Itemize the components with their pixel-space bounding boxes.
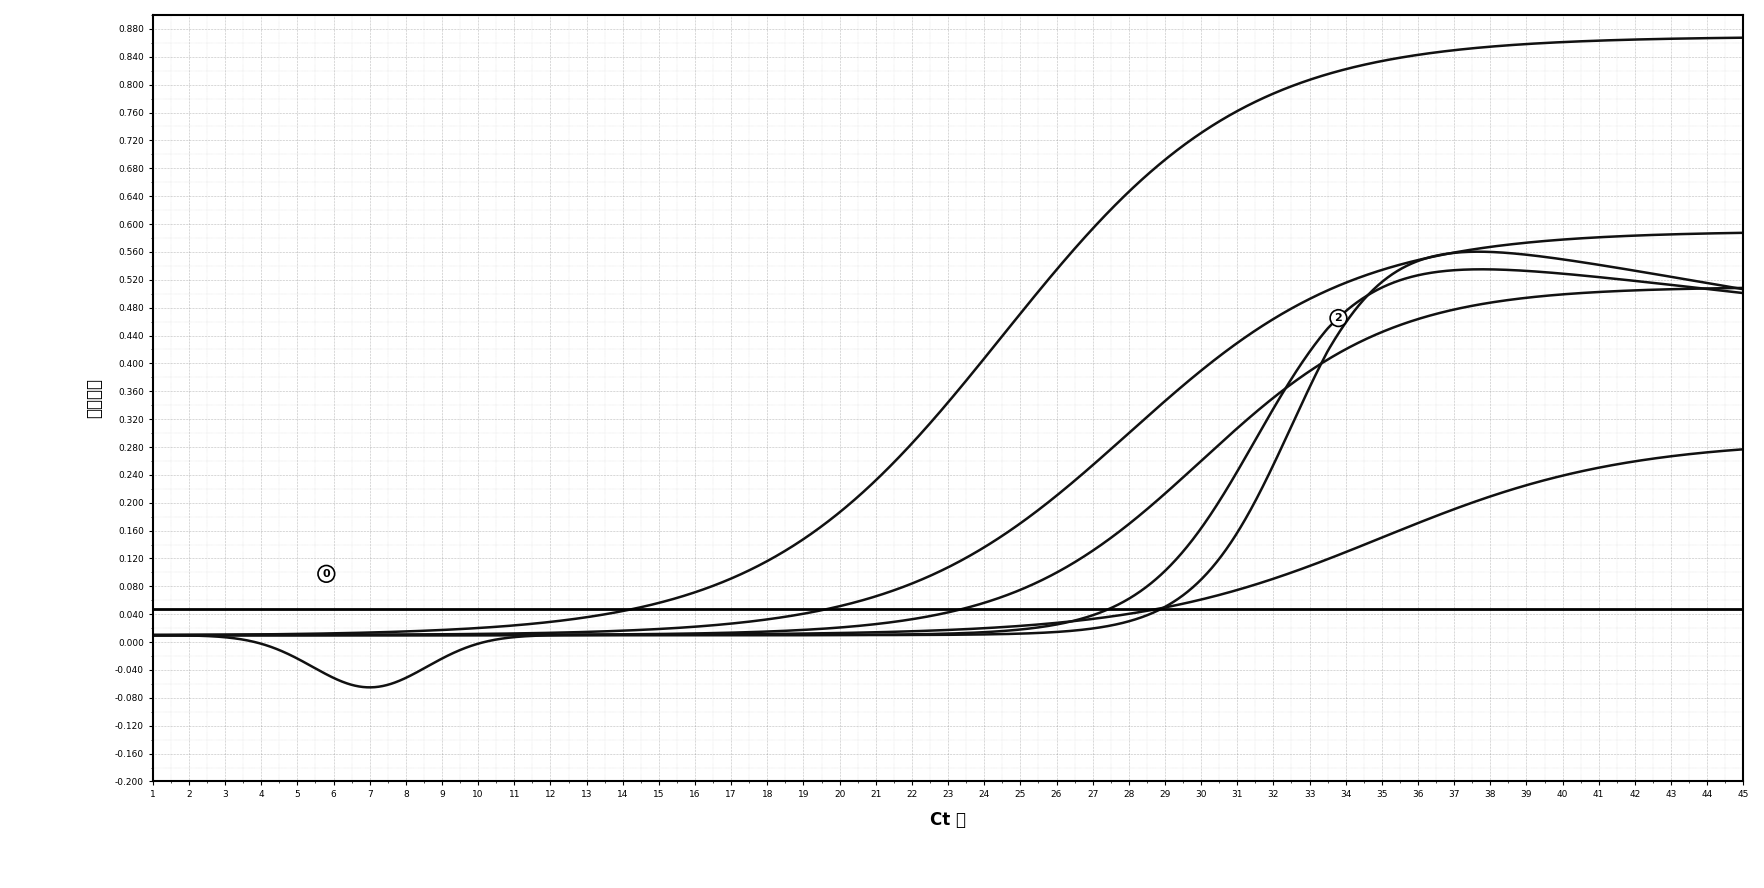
Text: 0: 0 [323, 569, 330, 579]
Text: 2: 2 [1335, 313, 1342, 323]
X-axis label: Ct 値: Ct 値 [930, 811, 967, 829]
Y-axis label: 荧光强度: 荧光强度 [86, 378, 104, 418]
